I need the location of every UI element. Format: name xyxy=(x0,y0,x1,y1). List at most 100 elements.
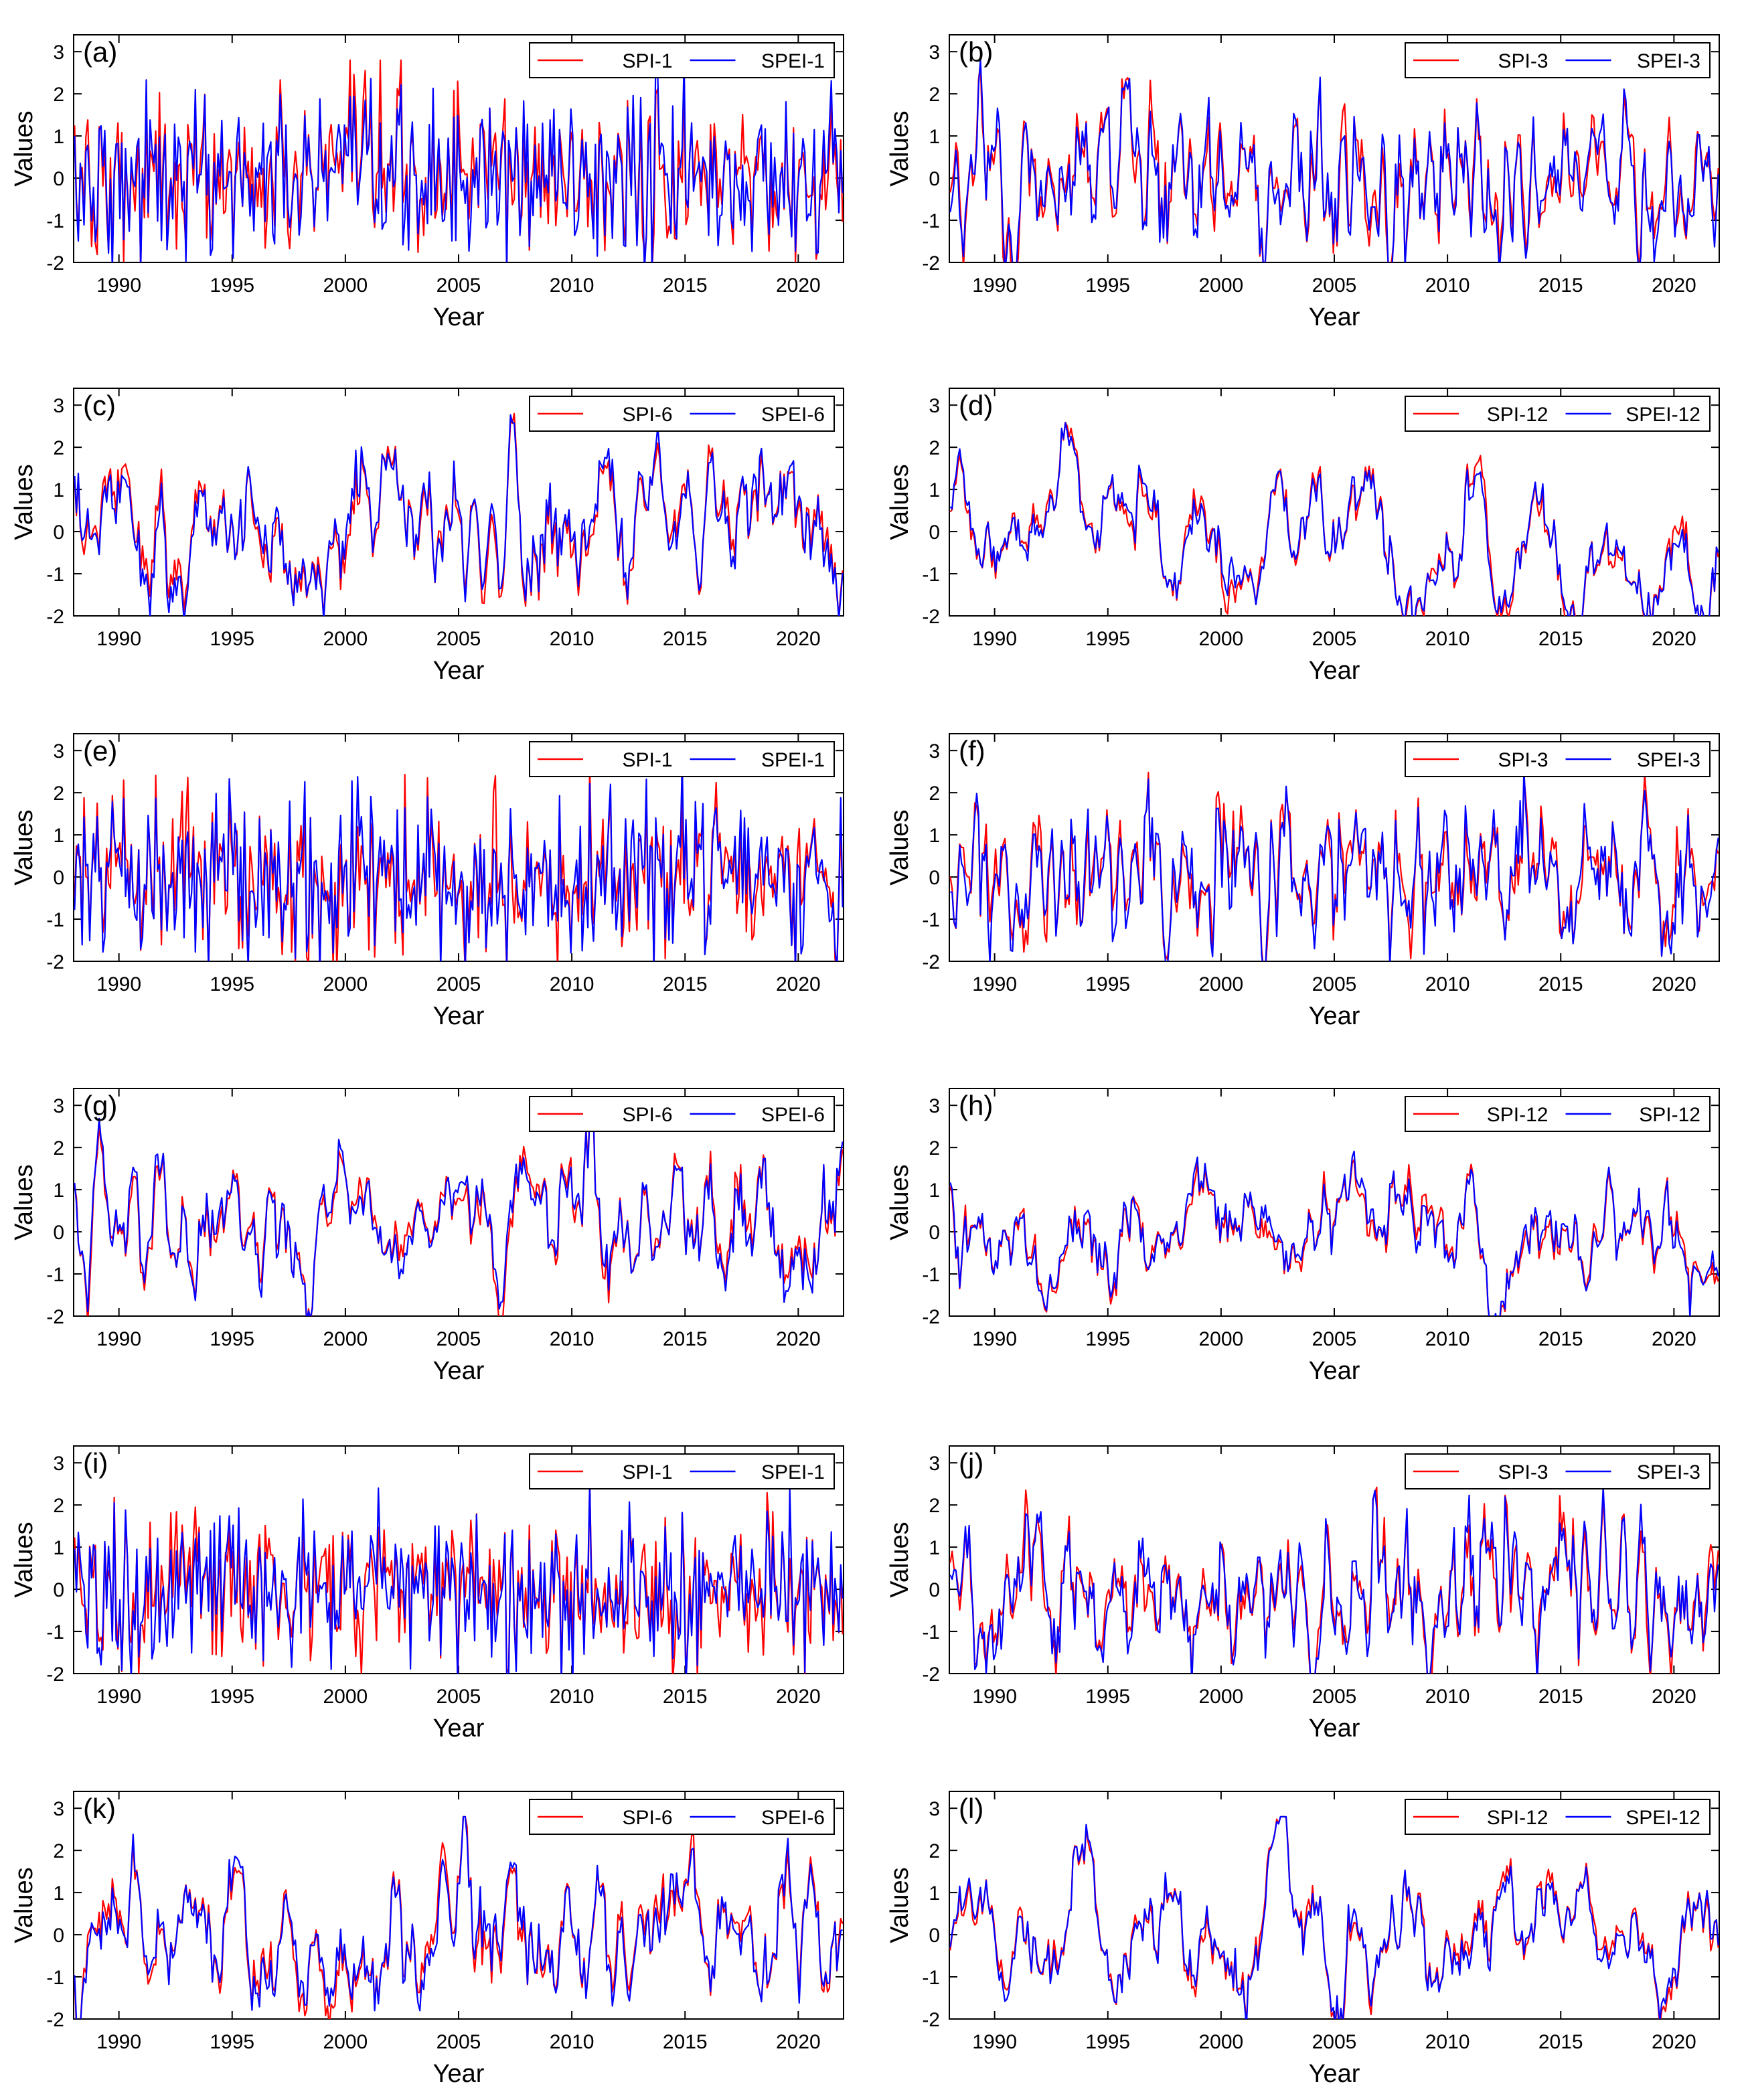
x-tick-label: 2020 xyxy=(1652,1328,1696,1350)
series-line-blue xyxy=(949,422,1719,616)
x-axis-label: Year xyxy=(1309,1002,1360,1030)
x-axis-label: Year xyxy=(1309,1357,1360,1385)
series-line-blue xyxy=(949,1815,1719,2019)
x-axis-label: Year xyxy=(1309,303,1360,331)
series-line-red xyxy=(949,1159,1719,1316)
panel-label: (g) xyxy=(83,1090,117,1121)
x-tick-label: 2020 xyxy=(776,1328,821,1350)
x-tick-label: 1995 xyxy=(1085,1328,1130,1350)
y-tick-label: 0 xyxy=(53,521,64,544)
y-tick-label: -1 xyxy=(46,909,64,931)
series-line-blue xyxy=(949,1486,1719,1674)
x-tick-label: 2005 xyxy=(437,973,481,995)
y-tick-label: 3 xyxy=(53,395,64,417)
panel-label: (j) xyxy=(959,1447,983,1479)
series-line-red xyxy=(949,771,1719,961)
y-tick-label: -2 xyxy=(922,606,940,628)
y-tick-label: 3 xyxy=(929,42,940,64)
legend-entry: SPEI-1 xyxy=(761,749,825,771)
legend-entry: SPEI-3 xyxy=(1637,1461,1700,1483)
y-tick-label: -2 xyxy=(46,1306,64,1328)
x-tick-label: 2005 xyxy=(1312,628,1357,650)
y-tick-label: 0 xyxy=(929,867,940,889)
panel-j: -2 -1 0 1 2 3 1990 1995 2000 2005 2010 2015 2020 Year… xyxy=(886,1445,1720,1743)
x-tick-label: 2010 xyxy=(550,2031,594,2053)
y-tick-label: 2 xyxy=(929,84,940,106)
y-axis-label: Values xyxy=(10,1867,38,1943)
y-tick-label: -2 xyxy=(922,951,940,973)
x-tick-label: 1995 xyxy=(210,973,254,995)
x-tick-label: 2015 xyxy=(1538,1686,1583,1708)
x-tick-label: 2005 xyxy=(437,2031,481,2053)
legend-entry: SPEI-1 xyxy=(761,1461,825,1483)
x-tick-label: 1990 xyxy=(972,628,1017,650)
y-tick-label: 1 xyxy=(53,1180,64,1202)
legend-entry: SPI-12 xyxy=(1639,1104,1700,1126)
legend-entry: SPEI-3 xyxy=(1637,749,1700,771)
x-tick-label: 2005 xyxy=(1312,1328,1357,1350)
x-tick-label: 1990 xyxy=(972,973,1017,995)
y-tick-label: -1 xyxy=(922,1967,940,1989)
x-tick-label: 1995 xyxy=(210,628,254,650)
y-tick-label: 3 xyxy=(53,1453,64,1475)
series-line-red xyxy=(949,1815,1719,2019)
x-tick-label: 2010 xyxy=(550,628,594,650)
y-tick-label: -1 xyxy=(46,210,64,232)
y-tick-label: 2 xyxy=(929,437,940,459)
legend: SPI-6 SPEI-6 xyxy=(529,1096,835,1132)
x-axis-label: Year xyxy=(433,1357,485,1385)
legend: SPI-6 SPEI-6 xyxy=(529,396,835,432)
y-tick-label: 0 xyxy=(929,168,940,190)
legend-entry: SPI-12 xyxy=(1487,1807,1549,1829)
legend-entry: SPI-1 xyxy=(622,50,672,72)
x-tick-label: 2010 xyxy=(1425,1686,1470,1708)
x-tick-label: 1990 xyxy=(96,2031,141,2053)
x-tick-label: 1990 xyxy=(972,1328,1017,1350)
y-tick-label: 2 xyxy=(53,783,64,805)
x-tick-label: 2000 xyxy=(1199,628,1244,650)
y-tick-label: 0 xyxy=(53,168,64,190)
x-tick-label: 1990 xyxy=(972,1686,1017,1708)
panel-label: (l) xyxy=(959,1793,983,1824)
legend: SPI-3 SPEI-3 xyxy=(1405,741,1711,777)
x-tick-label: 2010 xyxy=(550,1686,594,1708)
series-line-red xyxy=(74,764,844,961)
panel-label: (e) xyxy=(83,735,117,766)
x-tick-label: 1995 xyxy=(1085,973,1130,995)
legend-entry: SPEI-1 xyxy=(761,50,825,72)
y-tick-label: 0 xyxy=(53,1579,64,1601)
y-tick-label: -2 xyxy=(46,606,64,628)
panel-label: (a) xyxy=(83,36,117,68)
panel-h: -2 -1 0 1 2 3 1990 1995 2000 2005 2010 2015 2020 Year… xyxy=(886,1088,1720,1385)
series-line-blue xyxy=(950,768,1719,961)
panel-label: (f) xyxy=(959,735,985,766)
x-tick-label: 2005 xyxy=(437,1328,481,1350)
y-axis-label: Values xyxy=(886,1164,914,1240)
x-tick-label: 2000 xyxy=(323,1686,368,1708)
x-axis-label: Year xyxy=(1309,657,1360,685)
x-tick-label: 1990 xyxy=(96,274,141,297)
y-axis-label: Values xyxy=(10,809,38,885)
y-axis-label: Values xyxy=(886,1867,914,1943)
series-line-blue xyxy=(74,59,844,262)
panel-label: (h) xyxy=(959,1090,993,1121)
x-tick-label: 1990 xyxy=(96,628,141,650)
y-tick-label: 1 xyxy=(929,479,940,501)
x-tick-label: 2015 xyxy=(663,1328,708,1350)
legend: SPI-1 SPEI-1 xyxy=(529,1453,835,1489)
y-tick-label: -2 xyxy=(922,1306,940,1328)
x-tick-label: 2010 xyxy=(550,274,594,297)
legend-box xyxy=(529,741,835,777)
x-tick-label: 2000 xyxy=(323,274,368,297)
panel-c: -2 -1 0 1 2 3 1990 1995 2000 2005 2010 2015 2020 Year… xyxy=(10,388,844,685)
y-tick-label: 1 xyxy=(53,1882,64,1905)
panel-e: -2 -1 0 1 2 3 1990 1995 2000 2005 2010 2015 2020 Year… xyxy=(10,733,844,1030)
y-tick-label: -1 xyxy=(46,564,64,586)
series-line-red xyxy=(74,1113,844,1316)
x-tick-label: 2010 xyxy=(550,973,594,995)
x-tick-label: 2005 xyxy=(1312,2031,1357,2053)
y-tick-label: -2 xyxy=(46,252,64,274)
series-line-blue xyxy=(949,59,1719,262)
y-tick-label: 3 xyxy=(53,1095,64,1117)
